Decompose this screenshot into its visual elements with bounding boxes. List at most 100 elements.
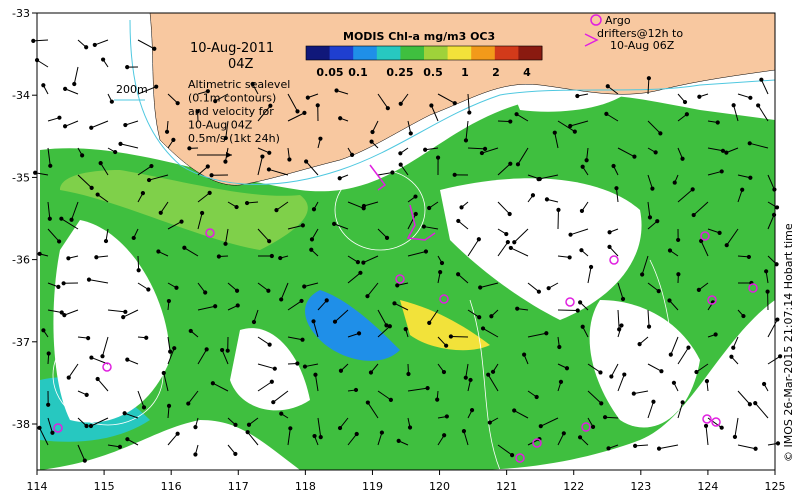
velocity-arrow [538,174,559,180]
velocity-arrow-head [144,335,149,340]
no-data-area-4 [230,328,310,411]
velocity-arrow-head [619,323,624,328]
argo-float [581,422,591,432]
argo-float [515,453,525,463]
velocity-arrow-head [152,46,157,51]
velocity-arrow [36,59,49,68]
velocity-arrow [540,417,559,427]
velocity-arrow-head [408,131,413,136]
colorbar-swatch [400,46,425,60]
velocity-arrow [557,120,576,133]
velocity-arrow-head [659,369,664,374]
velocity-arrow [137,255,140,271]
velocity-arrow-head [732,434,738,440]
argo-track [406,204,436,241]
velocity-arrow [287,112,305,122]
sealevel-contours [52,169,691,471]
velocity-arrow [214,93,229,102]
velocity-arrow-head [86,277,92,282]
velocity-arrow-head [650,186,655,191]
velocity-arrow-head [469,408,475,413]
velocity-arrow [377,432,383,446]
velocity-arrow-head [125,357,130,362]
velocity-arrow [212,382,229,392]
velocity-arrow-head [266,288,271,293]
velocity-arrow-head [59,216,64,221]
velocity-arrow [617,374,625,392]
velocity-arrow-head [427,205,432,211]
velocity-arrow [467,93,470,113]
velocity-arrow-head [546,286,551,291]
velocity-arrow [463,431,469,446]
velocity-arrow [363,201,379,207]
colorbar-tick-label: 0.25 [386,66,413,79]
velocity-arrow-head [337,176,342,181]
velocity-arrow [377,390,392,401]
velocity-arrow-head [384,235,390,241]
argo-float [609,255,619,265]
velocity-arrow-head [703,423,709,429]
velocity-arrow-head [41,83,46,88]
velocity-arrow-head [656,446,662,451]
velocity-arrow-head [287,157,292,162]
velocity-arrow [633,390,649,395]
velocity-arrow-head [92,42,97,48]
velocity-arrow-head [489,314,494,319]
velocity-arrow-head [188,328,193,334]
argo-float [102,362,112,372]
velocity-arrow-head [740,187,745,192]
velocity-arrow [73,66,79,85]
velocity-arrow-head [656,289,661,294]
velocity-arrow-head [95,376,100,382]
velocity-arrow-head [515,162,521,167]
velocity-arrow-head [667,298,672,303]
velocity-arrow-head [478,285,483,290]
velocity-arrow-head [427,320,432,325]
velocity-arrow [280,282,289,300]
lon-axis: 114 115 116 117 118 119 120 121 122 123 124 125 [27,470,786,493]
velocity-arrow [615,188,619,203]
velocity-arrow-head [696,287,701,292]
velocity-arrow [670,336,679,355]
velocity-arrow-head [508,119,513,124]
velocity-arrow-head [279,297,284,302]
velocity-arrow-head [213,304,218,309]
velocity-arrow [163,372,169,392]
velocity-arrow-head [164,129,170,134]
argo-float [565,297,575,307]
velocity-arrow-head [46,402,51,407]
velocity-arrow [167,336,171,352]
velocity-arrow-head [48,163,53,168]
velocity-arrow [647,309,650,327]
velocity-arrows [31,38,783,463]
velocity-arrow [554,132,559,149]
velocity-arrow [122,309,139,318]
velocity-arrow [61,218,79,230]
velocity-arrow-head [37,425,42,430]
velocity-arrow-head [234,288,240,293]
velocity-arrow-head [174,285,179,290]
velocity-arrow-head [179,219,184,224]
velocity-arrow [287,224,303,230]
velocity-arrow [124,412,139,419]
velocity-arrow-head [302,284,307,289]
velocity-arrow-head [720,148,726,153]
velocity-arrow-head [590,424,596,429]
velocity-arrow [497,241,509,257]
velocity-arrow-head [719,425,724,430]
velocity-arrow-head [480,326,486,331]
velocity-arrow-head [117,444,123,449]
no-data-area-3 [589,300,700,428]
velocity-arrow [253,309,259,323]
velocity-arrow-head [477,315,482,320]
velocity-arrow [137,39,155,50]
velocity-arrow-head [724,150,729,155]
velocity-arrow-head [86,336,91,341]
velocity-arrow [467,309,480,318]
velocity-arrow [647,282,660,292]
velocity-arrow [197,166,209,176]
velocity-arrow [276,201,289,211]
velocity-arrow-head [429,103,434,108]
australia-landmass [37,12,776,186]
